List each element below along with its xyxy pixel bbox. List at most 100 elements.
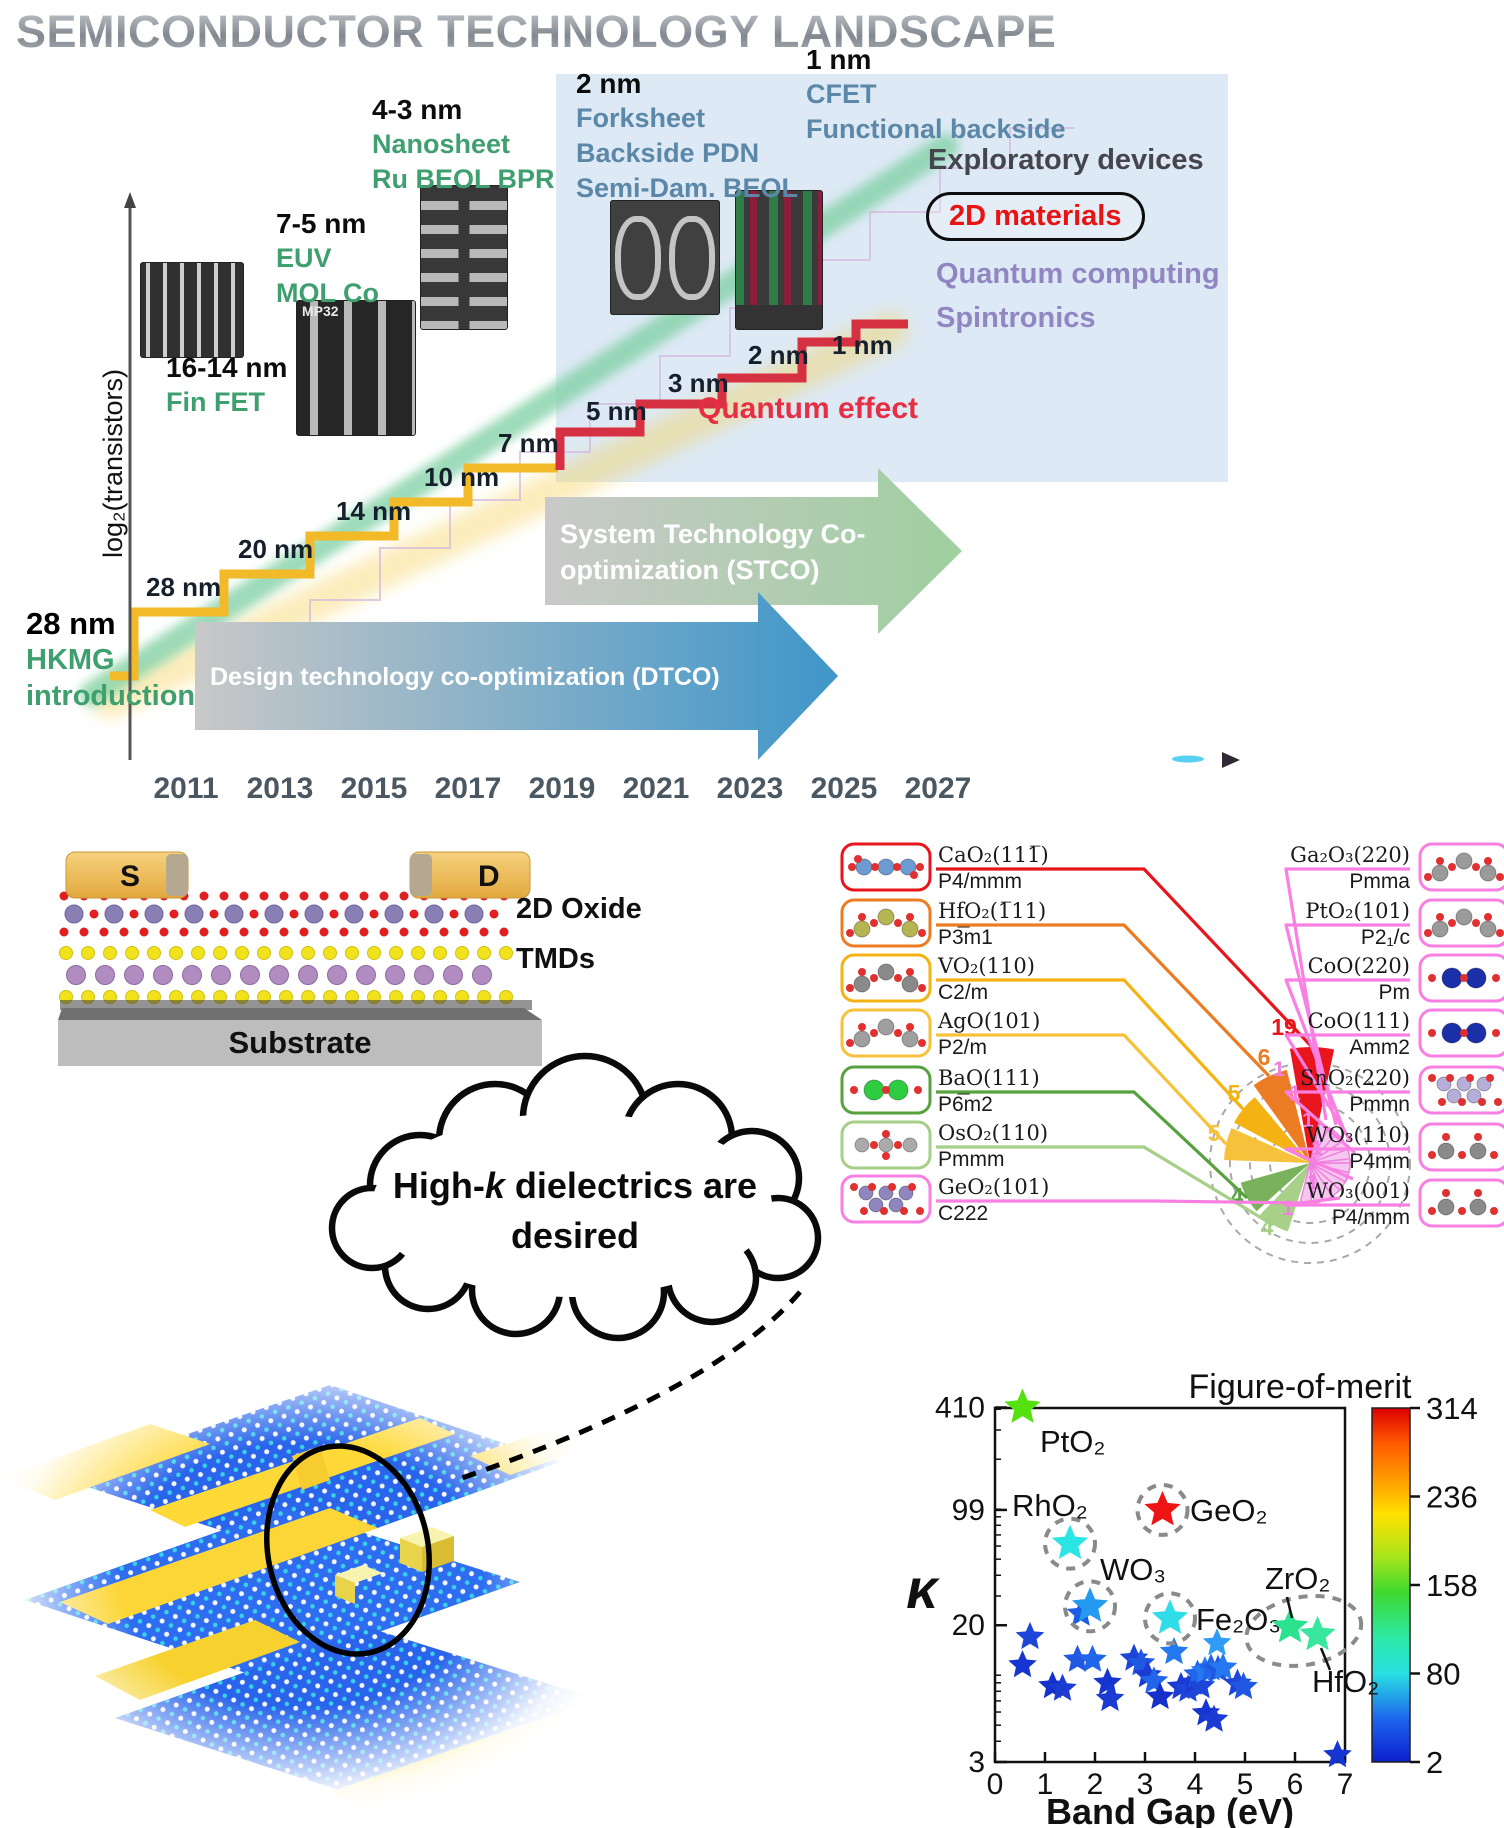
cloud-tail-dashed xyxy=(461,1290,802,1481)
oxygen-atom xyxy=(399,891,409,901)
milestone-line: Nanosheet xyxy=(372,129,511,159)
molecule-icon xyxy=(850,1183,924,1215)
oxygen-atom xyxy=(1478,1098,1486,1106)
oxygen-atom xyxy=(1448,863,1456,871)
oxygen-atom xyxy=(910,871,918,879)
oxygen-atom xyxy=(882,1130,890,1138)
oxygen-atom xyxy=(870,919,878,927)
oxygen-atom xyxy=(860,1207,868,1215)
metal-atom xyxy=(1469,1142,1487,1160)
oxygen-atom xyxy=(279,891,289,901)
x-tick-label: 6 xyxy=(1287,1768,1304,1801)
chalcogen-atom xyxy=(257,946,271,960)
oxygen-atom xyxy=(169,909,179,919)
oxygen-atom xyxy=(894,919,902,927)
point-label: Fe₂O₃ xyxy=(1196,1602,1281,1637)
cloud-bubble xyxy=(328,1052,822,1342)
oxygen-atom xyxy=(59,891,69,901)
y-tick-label: 20 xyxy=(952,1609,985,1642)
oxygen-atom xyxy=(1490,1151,1498,1159)
oxygen-atom xyxy=(1492,1029,1500,1037)
oxygen-atom xyxy=(848,863,856,871)
oxygen-atom xyxy=(858,1023,866,1031)
page-title: SEMICONDUCTOR TECHNOLOGY LANDSCAPE xyxy=(16,6,1057,57)
colorbar xyxy=(1371,1407,1411,1763)
data-star xyxy=(1095,1683,1125,1711)
tmd-metal-atom xyxy=(124,965,144,985)
step-label-2nm: 2 nm xyxy=(748,340,809,370)
source-contact-cap xyxy=(166,854,188,896)
material-space-group: P4/mmm xyxy=(938,870,1022,893)
chalcogen-atom xyxy=(301,946,315,960)
oxygen-atom xyxy=(1474,1189,1482,1197)
oxygen-atom xyxy=(906,913,914,921)
data-star xyxy=(1063,1644,1092,1672)
tmd-metal-atom xyxy=(298,965,318,985)
milestone-line: MOL Co xyxy=(276,278,379,308)
tmd-metal-atom xyxy=(211,965,231,985)
oxide-metal-atom xyxy=(64,904,84,924)
milestone-7-5nm: 7-5 nm EUV MOL Co xyxy=(276,206,379,311)
connector-line xyxy=(1284,1196,1410,1207)
oxygen-atom xyxy=(159,927,169,937)
cloud-text-dielectrics: dielectrics are xyxy=(505,1165,757,1206)
data-star xyxy=(1323,1740,1352,1768)
oxygen-atom xyxy=(219,927,229,937)
oxygen-atom xyxy=(1436,857,1444,865)
milestone-1nm: 1 nm CFET Functional backside xyxy=(806,42,1066,147)
wedge-count: 6 xyxy=(1258,1044,1271,1070)
material-space-group: P4/nmm xyxy=(1332,1206,1410,1229)
metal-atom xyxy=(1441,1022,1463,1044)
connector-line xyxy=(1284,1147,1410,1181)
point-label: PtO₂ xyxy=(1040,1424,1105,1459)
material-formula: CoO(111) xyxy=(1308,1009,1410,1033)
x-axis-arrow xyxy=(1222,752,1240,768)
metal-atom xyxy=(854,1137,870,1153)
oxygen-atom xyxy=(1428,1029,1436,1037)
metal-atom xyxy=(877,1018,895,1036)
oxide-metal-atom xyxy=(184,904,204,924)
oxygen-atom xyxy=(359,891,369,901)
oxygen-atom xyxy=(858,968,866,976)
chalcogen-atom xyxy=(103,946,117,960)
chalcogen-atom xyxy=(345,946,359,960)
data-star xyxy=(1199,1704,1229,1732)
start-node: 28 nm xyxy=(26,606,116,641)
cloud-text-high: High- xyxy=(393,1165,485,1206)
connector-line xyxy=(1284,923,1410,1126)
molecule-icon xyxy=(1428,1022,1500,1044)
metal-atom xyxy=(1437,1142,1455,1160)
quantum-effect-label: Quantum effect xyxy=(698,392,919,425)
metal-atom xyxy=(877,908,895,926)
molecule-icon xyxy=(1428,1074,1502,1106)
tmd-metal-atom xyxy=(327,965,347,985)
point-label: HfO₂ xyxy=(1312,1664,1379,1699)
oxygen-atom xyxy=(499,927,509,937)
year-label: 2021 xyxy=(622,772,690,805)
tmd-metal-atom xyxy=(66,965,86,985)
exploratory-devices-title: Exploratory devices xyxy=(928,144,1204,176)
data-star xyxy=(1229,1671,1258,1700)
step-label-20nm: 20 nm xyxy=(238,534,314,564)
oxygen-atom xyxy=(1428,1151,1436,1159)
oxygen-atom xyxy=(1428,974,1436,982)
oxygen-atom xyxy=(1484,913,1492,921)
colorbar-title: Figure-of-merit xyxy=(1189,1368,1412,1406)
metal-atom xyxy=(877,963,895,981)
material-formula: BaO(111) xyxy=(938,1066,1040,1090)
material-space-group: P4mm xyxy=(1349,1150,1410,1173)
oxygen-atom xyxy=(319,891,329,901)
connector-line xyxy=(936,923,1271,1078)
oxygen-atom xyxy=(1436,913,1444,921)
tem-image-mp32: MP32 xyxy=(296,300,416,436)
polar-grid-ring xyxy=(1229,1082,1391,1244)
oxygen-atom xyxy=(868,1183,876,1191)
chalcogen-atom xyxy=(147,946,161,960)
metal-atom xyxy=(1446,1088,1462,1104)
oxygen-atom xyxy=(894,1141,902,1149)
connector-line xyxy=(936,1033,1228,1146)
connector-line xyxy=(936,1145,1274,1227)
wedge-count-one: 1 xyxy=(1273,1058,1285,1081)
metal-atom xyxy=(1465,967,1487,989)
tmd-metal-atom xyxy=(240,965,260,985)
